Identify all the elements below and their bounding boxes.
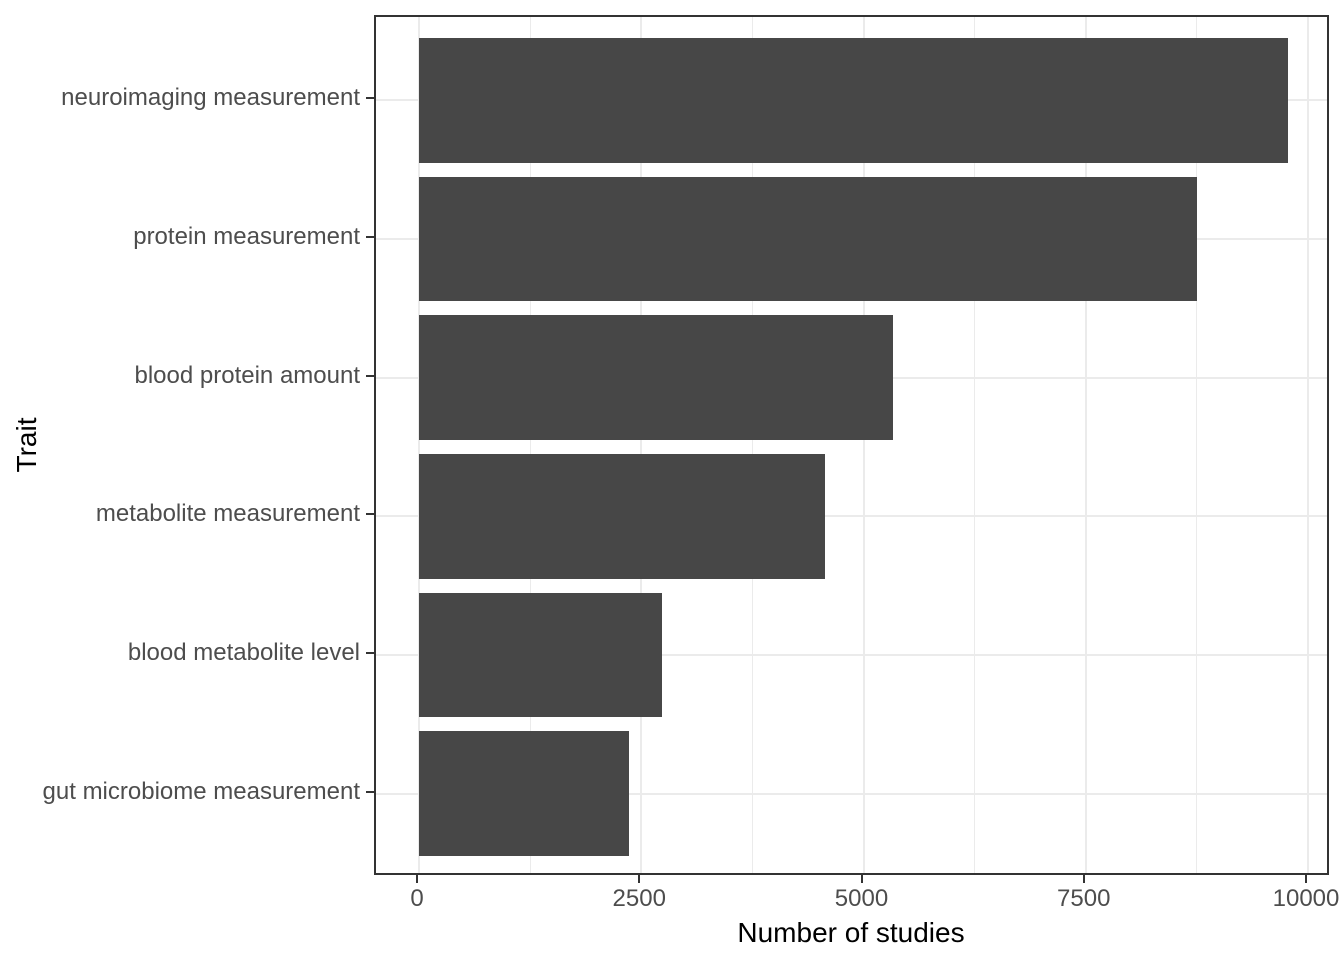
y-tick-label: protein measurement bbox=[133, 222, 360, 250]
y-tick bbox=[366, 374, 374, 377]
bar-metabolite-measurement bbox=[419, 453, 825, 579]
plot-panel bbox=[374, 15, 1329, 875]
x-gridline-minor bbox=[974, 17, 976, 873]
x-tick bbox=[1305, 875, 1307, 883]
y-gridline-major bbox=[376, 792, 1327, 795]
y-tick-label: blood metabolite level bbox=[127, 638, 360, 666]
x-gridline-minor bbox=[751, 17, 753, 873]
x-tick-label: 2500 bbox=[612, 885, 666, 912]
y-tick-label: gut microbiome measurement bbox=[42, 777, 360, 805]
x-tick bbox=[638, 875, 641, 883]
bar-blood-metabolite-level bbox=[419, 592, 663, 718]
bar-neuroimaging-measurement bbox=[419, 37, 1288, 163]
y-tick-label: blood protein amount bbox=[134, 361, 361, 389]
bar-protein-measurement bbox=[419, 176, 1197, 302]
bar-blood-protein-amount bbox=[419, 315, 893, 441]
y-gridline-major bbox=[376, 654, 1327, 657]
x-gridline-major bbox=[1084, 17, 1087, 873]
x-tick bbox=[416, 875, 418, 883]
y-tick bbox=[366, 235, 374, 238]
y-tick bbox=[366, 790, 374, 793]
x-gridline-minor bbox=[1196, 17, 1198, 873]
x-tick-label: 5000 bbox=[834, 885, 889, 912]
x-gridline-major bbox=[418, 17, 420, 873]
x-gridline-major bbox=[862, 17, 865, 873]
y-tick bbox=[366, 97, 374, 100]
x-tick bbox=[1082, 875, 1085, 883]
y-tick-label: metabolite measurement bbox=[95, 500, 360, 528]
x-tick-label: 10000 bbox=[1272, 885, 1340, 912]
x-gridline-minor bbox=[529, 17, 531, 873]
bar-gut-microbiome-measurement bbox=[419, 731, 630, 857]
y-tick bbox=[366, 652, 374, 655]
x-tick bbox=[860, 875, 863, 883]
y-tick-label: neuroimaging measurement bbox=[61, 84, 360, 112]
x-gridline-major bbox=[640, 17, 643, 873]
x-gridline-major bbox=[1307, 17, 1309, 873]
y-axis-title: Trait bbox=[11, 417, 42, 473]
y-gridline-major bbox=[376, 515, 1327, 518]
y-tick bbox=[366, 513, 374, 516]
x-axis-title: Number of studies bbox=[737, 917, 965, 948]
x-tick-label: 7500 bbox=[1057, 885, 1111, 912]
x-tick-label: 0 bbox=[410, 885, 424, 912]
